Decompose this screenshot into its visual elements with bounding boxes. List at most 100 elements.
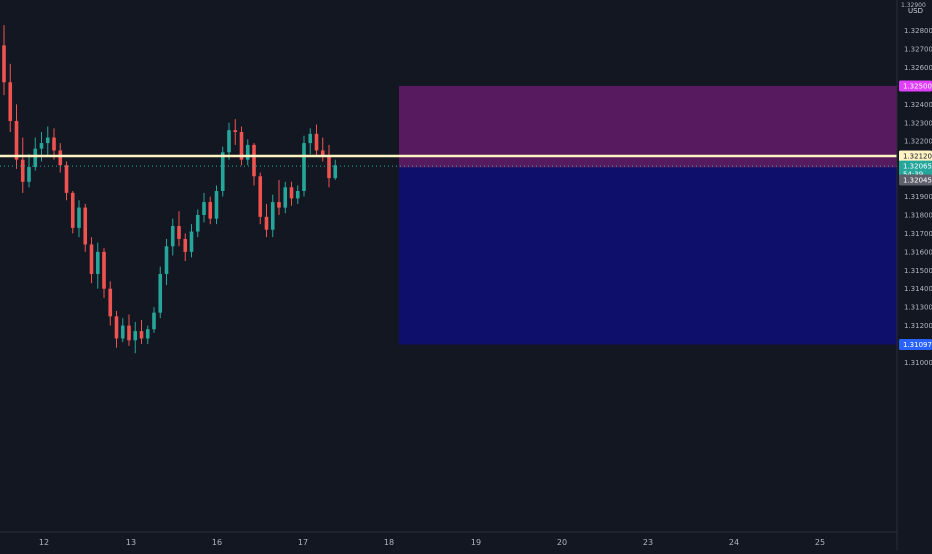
candle-body bbox=[252, 144, 256, 177]
candle-body bbox=[170, 226, 175, 247]
candle bbox=[139, 320, 144, 344]
candle-body bbox=[77, 207, 81, 228]
candle-body bbox=[189, 231, 194, 252]
candle-body bbox=[2, 45, 6, 83]
price-tag-label: 1.32065 bbox=[903, 163, 932, 171]
price-tag[interactable]: 1.32120 bbox=[899, 150, 932, 162]
time-tick-label: 18 bbox=[384, 538, 394, 547]
time-axis[interactable]: 12 13 16 17 18 19 20 23 24 25 bbox=[39, 538, 825, 547]
time-tick-label: 19 bbox=[471, 538, 481, 547]
candle-body bbox=[245, 144, 250, 160]
candle-body bbox=[277, 202, 281, 208]
candle bbox=[14, 104, 19, 169]
price-tag-label: 1.32120 bbox=[903, 152, 932, 160]
price-tag-box bbox=[899, 80, 932, 92]
candle bbox=[333, 159, 338, 180]
candle bbox=[277, 179, 281, 215]
candle bbox=[289, 181, 294, 206]
price-tick-label: 1.31000 bbox=[904, 359, 932, 367]
candle-body bbox=[45, 137, 50, 144]
candle-body bbox=[120, 325, 125, 339]
price-tag[interactable]: 1.31097 bbox=[899, 339, 932, 351]
candle-body bbox=[114, 316, 119, 339]
candle-body bbox=[8, 82, 13, 121]
candle-body bbox=[214, 191, 219, 219]
candle bbox=[177, 211, 181, 247]
candle-body bbox=[164, 246, 169, 274]
price-tag[interactable]: 1.32500 bbox=[899, 80, 932, 92]
candle bbox=[214, 185, 219, 225]
candle-body bbox=[239, 132, 244, 160]
candle bbox=[83, 203, 88, 252]
price-tick-label: 1.31600 bbox=[904, 248, 932, 256]
candle bbox=[283, 181, 288, 214]
price-tick-label: 1.32200 bbox=[904, 138, 932, 146]
price-tick-label: 1.32400 bbox=[904, 101, 932, 109]
candle-body bbox=[220, 152, 225, 192]
candle-body bbox=[158, 273, 163, 313]
candle bbox=[170, 218, 175, 256]
candle bbox=[220, 146, 225, 197]
price-tick-label: 1.32700 bbox=[904, 46, 932, 54]
candle-body bbox=[283, 187, 288, 208]
candle-body bbox=[195, 214, 200, 232]
candle-body bbox=[133, 331, 138, 341]
price-tick-label: 1.31400 bbox=[904, 285, 932, 293]
time-tick-label: 23 bbox=[643, 538, 653, 547]
candle bbox=[189, 224, 194, 258]
candle bbox=[120, 318, 125, 343]
target-zone[interactable] bbox=[399, 85, 897, 168]
candle bbox=[270, 194, 275, 238]
candle bbox=[264, 203, 269, 238]
candle-body bbox=[145, 329, 150, 339]
candle bbox=[158, 266, 163, 319]
price-tag-box bbox=[899, 150, 932, 162]
price-tick-label: 1.31700 bbox=[904, 230, 932, 238]
candle bbox=[2, 25, 6, 96]
candle-body bbox=[95, 251, 100, 274]
candle-body bbox=[208, 202, 213, 219]
candle bbox=[145, 325, 150, 344]
candle bbox=[64, 161, 69, 201]
candle bbox=[208, 196, 213, 225]
candle-body bbox=[270, 202, 275, 230]
time-tick-label: 24 bbox=[729, 538, 739, 547]
price-tag-box bbox=[899, 174, 932, 186]
candle bbox=[183, 233, 188, 262]
price-tag-label: 1.32045 bbox=[903, 176, 932, 184]
price-tick-label: 1.32800 bbox=[904, 27, 932, 35]
candle bbox=[133, 321, 138, 354]
candle-body bbox=[14, 120, 19, 160]
candle bbox=[33, 137, 38, 171]
candle-body bbox=[102, 251, 106, 289]
candle bbox=[45, 126, 50, 156]
candle-body bbox=[327, 155, 331, 179]
candle bbox=[314, 124, 319, 156]
candle-body bbox=[177, 226, 181, 239]
candle-body bbox=[289, 187, 294, 199]
price-axis[interactable]: 1.32800 1.32700 1.32600 1.32400 1.32300 1.322… bbox=[904, 27, 932, 367]
candle bbox=[27, 154, 31, 188]
candle bbox=[77, 200, 81, 238]
price-tick-label: 1.31300 bbox=[904, 304, 932, 312]
candle bbox=[239, 126, 244, 166]
candle-body bbox=[89, 244, 94, 274]
price-tick-label: 1.32300 bbox=[904, 119, 932, 127]
candle-body bbox=[314, 133, 319, 151]
candle bbox=[308, 128, 313, 155]
price-tick-label: 1.31900 bbox=[904, 193, 932, 201]
price-tag-label: 1.32500 bbox=[903, 82, 932, 90]
price-axis-partial-label: 1.32900 bbox=[901, 2, 926, 9]
price-tick-label: 1.31200 bbox=[904, 322, 932, 330]
candle-body bbox=[58, 150, 63, 166]
candle-body bbox=[258, 176, 263, 217]
candle-body bbox=[33, 148, 38, 168]
candle bbox=[233, 119, 238, 145]
stop-zone[interactable] bbox=[399, 167, 897, 345]
price-tag-label: 1.31097 bbox=[903, 341, 932, 349]
candle-body bbox=[108, 288, 113, 317]
price-tag[interactable]: 1.32045 bbox=[899, 174, 932, 186]
candle bbox=[114, 310, 119, 348]
